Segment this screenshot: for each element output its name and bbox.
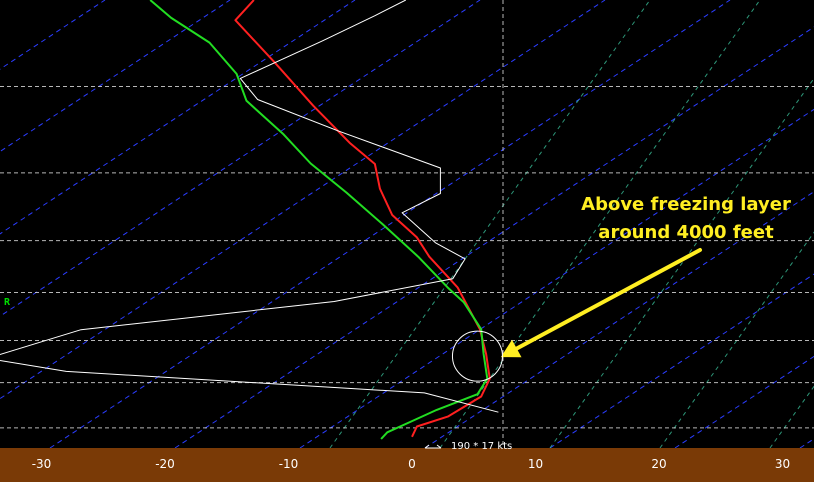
isotherm-line bbox=[0, 0, 356, 235]
annotation-text: around 4000 feet bbox=[598, 222, 774, 243]
adiabat-line bbox=[659, 231, 814, 449]
isotherm-line bbox=[49, 0, 731, 449]
x-tick-label: 10 bbox=[528, 457, 543, 471]
x-tick-label: 0 bbox=[408, 457, 416, 471]
adiabat-line bbox=[549, 77, 814, 449]
wind-arrow bbox=[424, 444, 442, 449]
isotherm-line bbox=[424, 191, 814, 449]
isotherm-line bbox=[299, 108, 814, 449]
x-axis-bar bbox=[0, 448, 814, 482]
profile-line bbox=[0, 0, 499, 413]
x-tick-label: 30 bbox=[775, 457, 790, 471]
annotation-text: Above freezing layer bbox=[581, 194, 791, 215]
profile-line bbox=[234, 0, 491, 438]
annotation-circle bbox=[451, 330, 503, 382]
x-tick-label: -10 bbox=[279, 457, 299, 471]
profile-line bbox=[149, 0, 489, 440]
isotherm-line bbox=[0, 0, 606, 400]
isotherm-line bbox=[174, 26, 814, 449]
annotation-layer: Above freezing layer around 4000 feet bbox=[451, 194, 791, 382]
x-tick-label: -30 bbox=[32, 457, 52, 471]
adiabat-line bbox=[329, 0, 651, 449]
pressure-gridlines bbox=[0, 0, 814, 448]
isotherm-line bbox=[674, 355, 814, 449]
isotherm-grid bbox=[0, 0, 814, 449]
adiabat-line bbox=[439, 0, 761, 449]
x-axis-ticks: -30 -20 -10 0 10 20 30 bbox=[32, 457, 790, 471]
chart-extras: 190 * 17 kts R bbox=[4, 297, 512, 452]
level-marker: R bbox=[4, 297, 11, 308]
isotherm-line bbox=[0, 0, 231, 153]
adiabat-grid bbox=[329, 0, 814, 449]
annotation-arrow-head bbox=[500, 339, 522, 358]
isotherm-line bbox=[549, 273, 814, 449]
x-tick-label: -20 bbox=[155, 457, 175, 471]
annotation-arrow-shaft bbox=[514, 248, 702, 351]
x-tick-label: 20 bbox=[651, 457, 666, 471]
isotherm-line bbox=[0, 0, 481, 317]
profile-lines bbox=[0, 0, 499, 440]
wind-label: 190 * 17 kts bbox=[451, 441, 512, 452]
